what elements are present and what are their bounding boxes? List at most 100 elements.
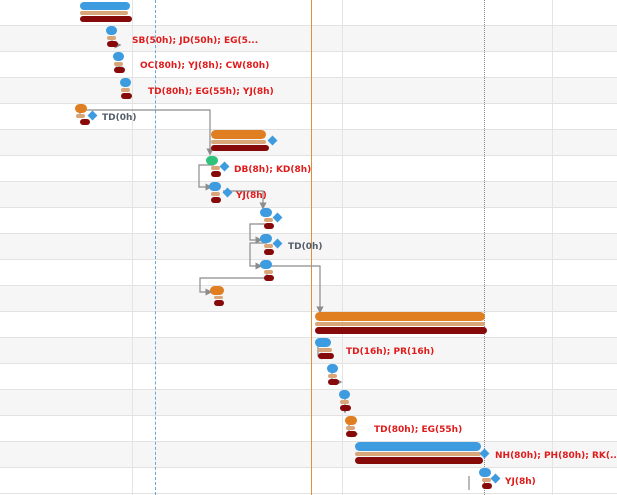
resource-label: SB(50h); JD(50h); EG(5... — [132, 36, 259, 46]
task-progress-2 — [107, 36, 116, 40]
task-progress-16 — [340, 400, 349, 404]
task-bar-4[interactable] — [120, 78, 131, 87]
task-baseline-7 — [211, 171, 221, 177]
resource-label: OC(80h); YJ(8h); CW(80h) — [140, 61, 270, 71]
task-baseline-2 — [107, 41, 118, 47]
row-band — [0, 260, 617, 286]
resource-label: NH(80h); PH(80h); RK(... — [495, 451, 617, 461]
link-8-9 — [223, 190, 267, 210]
task-progress-19 — [482, 478, 491, 482]
row-band — [0, 390, 617, 416]
row-band — [0, 208, 617, 234]
task-baseline-16 — [340, 405, 351, 411]
task-bar-7[interactable] — [206, 156, 218, 165]
deadline-line — [484, 0, 485, 495]
row-band — [0, 416, 617, 442]
link-7-8 — [198, 164, 214, 191]
resource-label: TD(80h); EG(55h); YJ(8h) — [148, 87, 274, 97]
task-bar-14[interactable] — [315, 338, 331, 347]
link-9-10 — [249, 223, 265, 244]
row-band — [0, 130, 617, 156]
task-baseline-5 — [80, 119, 90, 125]
row-band — [0, 104, 617, 130]
task-bar-10[interactable] — [260, 234, 272, 243]
task-progress-8 — [211, 192, 220, 196]
row-band — [0, 78, 617, 104]
row-band — [0, 0, 617, 26]
row-band — [0, 286, 617, 312]
row-band — [0, 442, 617, 468]
row-band — [0, 312, 617, 338]
column-gridline — [552, 0, 553, 495]
task-progress-9 — [264, 218, 273, 222]
task-progress-6 — [211, 140, 266, 144]
resource-label: YJ(8h) — [505, 477, 536, 487]
task-progress-18 — [355, 452, 481, 456]
task-baseline-4 — [121, 93, 132, 99]
status-date-line — [155, 0, 156, 495]
task-bar-11[interactable] — [260, 260, 272, 269]
column-gridline — [342, 0, 343, 495]
row-band — [0, 468, 617, 494]
resource-label: DB(8h); KD(8h) — [234, 165, 312, 175]
task-baseline-15 — [328, 379, 339, 385]
task-baseline-6 — [211, 145, 269, 151]
link-10-11 — [249, 242, 267, 270]
task-bar-2[interactable] — [106, 26, 117, 35]
task-bar-19[interactable] — [479, 468, 491, 477]
task-progress-4 — [121, 88, 130, 92]
task-progress-10 — [264, 244, 273, 248]
task-bar-16[interactable] — [339, 390, 350, 399]
today-line — [311, 0, 312, 495]
task-baseline-1 — [80, 16, 132, 22]
resource-label: TD(0h) — [102, 113, 137, 123]
task-bar-5[interactable] — [75, 104, 87, 113]
task-baseline-19 — [482, 483, 492, 489]
row-band — [0, 182, 617, 208]
task-bar-3[interactable] — [113, 52, 124, 61]
row-band — [0, 52, 617, 78]
task-bar-17[interactable] — [345, 416, 357, 425]
task-bar-18[interactable] — [355, 442, 481, 451]
task-bar-12[interactable] — [210, 286, 224, 295]
task-baseline-9 — [264, 223, 274, 229]
resource-label: TD(80h); EG(55h) — [374, 425, 463, 435]
row-band — [0, 156, 617, 182]
link-5-6 — [79, 109, 214, 156]
column-gridline — [132, 0, 133, 495]
resource-label: TD(0h) — [288, 242, 323, 252]
task-bar-8[interactable] — [209, 182, 221, 191]
task-baseline-12 — [214, 300, 224, 306]
task-progress-5 — [76, 114, 85, 118]
task-progress-3 — [114, 62, 123, 66]
task-progress-7 — [211, 166, 220, 170]
task-baseline-14 — [318, 353, 334, 359]
resource-label: TD(16h); PR(16h) — [346, 347, 435, 357]
task-progress-1 — [80, 11, 128, 15]
task-progress-12 — [214, 296, 223, 299]
link-11-12 — [267, 265, 324, 314]
task-baseline-10 — [264, 249, 274, 255]
resource-label: YJ(8h) — [236, 191, 267, 201]
task-progress-14 — [318, 348, 332, 352]
task-baseline-17 — [346, 431, 357, 437]
task-bar-1[interactable] — [80, 2, 130, 10]
task-progress-13 — [315, 322, 485, 326]
task-progress-17 — [346, 426, 355, 430]
row-band — [0, 26, 617, 52]
task-baseline-18 — [355, 457, 483, 464]
task-progress-15 — [328, 374, 337, 378]
task-bar-9[interactable] — [260, 208, 272, 217]
task-progress-11 — [264, 270, 273, 274]
task-baseline-11 — [264, 275, 274, 281]
task-baseline-3 — [114, 67, 125, 73]
row-band — [0, 234, 617, 260]
row-band — [0, 364, 617, 390]
task-baseline-13 — [315, 327, 487, 334]
task-bar-6[interactable] — [211, 130, 266, 139]
task-baseline-8 — [211, 197, 221, 203]
task-bar-13[interactable] — [315, 312, 485, 321]
row-band — [0, 338, 617, 364]
task-bar-15[interactable] — [327, 364, 338, 373]
